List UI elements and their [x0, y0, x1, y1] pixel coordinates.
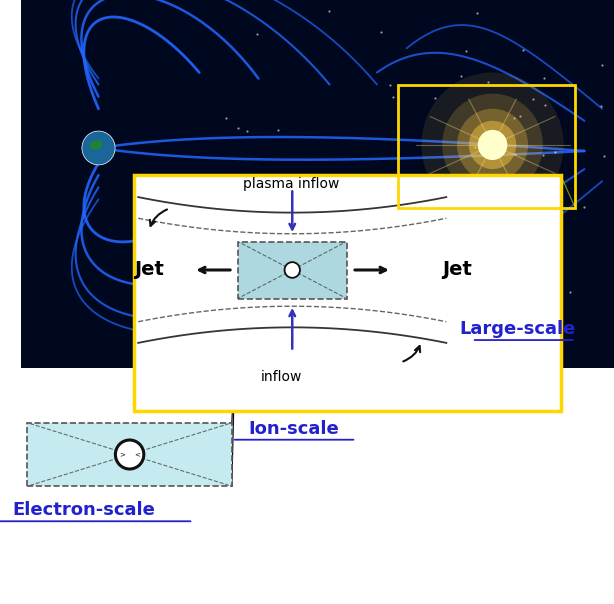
Circle shape — [442, 94, 543, 196]
Text: >: > — [120, 452, 125, 457]
Point — [381, 193, 391, 202]
Point — [392, 315, 402, 324]
Circle shape — [284, 262, 300, 278]
Text: Large-scale: Large-scale — [459, 320, 575, 338]
Circle shape — [457, 109, 528, 181]
Bar — [238, 242, 348, 299]
Point — [341, 203, 351, 213]
Point — [252, 29, 262, 39]
Point — [503, 292, 513, 302]
Point — [550, 147, 560, 157]
Point — [197, 275, 207, 284]
Point — [599, 152, 609, 161]
Point — [376, 27, 386, 37]
Point — [565, 287, 575, 297]
Text: Ion-scale: Ion-scale — [249, 420, 340, 438]
Point — [484, 77, 494, 87]
Circle shape — [82, 131, 115, 165]
Point — [242, 126, 252, 135]
Ellipse shape — [90, 140, 103, 150]
Point — [355, 188, 365, 198]
Point — [376, 181, 386, 190]
Circle shape — [421, 72, 564, 217]
Point — [538, 150, 548, 160]
Point — [212, 184, 222, 193]
Bar — [398, 85, 575, 208]
Point — [518, 45, 528, 55]
Point — [330, 189, 340, 199]
Circle shape — [469, 121, 516, 169]
Point — [517, 338, 527, 347]
Point — [221, 114, 231, 123]
Point — [461, 47, 471, 56]
Point — [348, 212, 358, 222]
Point — [540, 100, 550, 110]
Point — [472, 8, 482, 18]
Text: Jet: Jet — [442, 260, 472, 280]
Point — [248, 219, 258, 228]
Circle shape — [478, 130, 507, 160]
Text: <: < — [134, 452, 139, 457]
Point — [348, 271, 358, 280]
Point — [289, 304, 298, 314]
Text: Electron-scale: Electron-scale — [12, 501, 155, 519]
Point — [478, 170, 488, 179]
Point — [384, 80, 394, 89]
Point — [233, 123, 243, 133]
Text: inflow: inflow — [260, 370, 301, 384]
Point — [485, 252, 495, 262]
Point — [520, 239, 530, 249]
Text: plasma inflow: plasma inflow — [243, 177, 340, 191]
Point — [470, 143, 480, 152]
Point — [515, 111, 525, 121]
Point — [596, 101, 605, 111]
Point — [388, 92, 398, 102]
Point — [509, 113, 519, 123]
Bar — [28, 423, 232, 486]
Point — [424, 243, 434, 252]
Point — [535, 263, 545, 273]
Point — [528, 94, 538, 104]
Point — [289, 247, 298, 257]
Point — [510, 150, 520, 159]
Point — [324, 6, 333, 16]
Point — [430, 94, 440, 103]
Circle shape — [115, 440, 144, 469]
Point — [278, 186, 287, 196]
Point — [456, 71, 466, 80]
Point — [579, 202, 589, 212]
Bar — [134, 175, 561, 411]
Point — [521, 239, 530, 248]
Point — [273, 124, 282, 134]
Point — [478, 312, 488, 321]
Point — [252, 194, 262, 204]
Point — [597, 60, 607, 70]
Bar — [21, 0, 614, 368]
Point — [487, 283, 497, 293]
Text: Jet: Jet — [134, 260, 164, 280]
Point — [389, 240, 399, 249]
Point — [247, 335, 257, 344]
Point — [314, 250, 324, 260]
Point — [378, 325, 388, 335]
Point — [275, 314, 285, 324]
Point — [258, 289, 268, 298]
Point — [540, 72, 550, 82]
